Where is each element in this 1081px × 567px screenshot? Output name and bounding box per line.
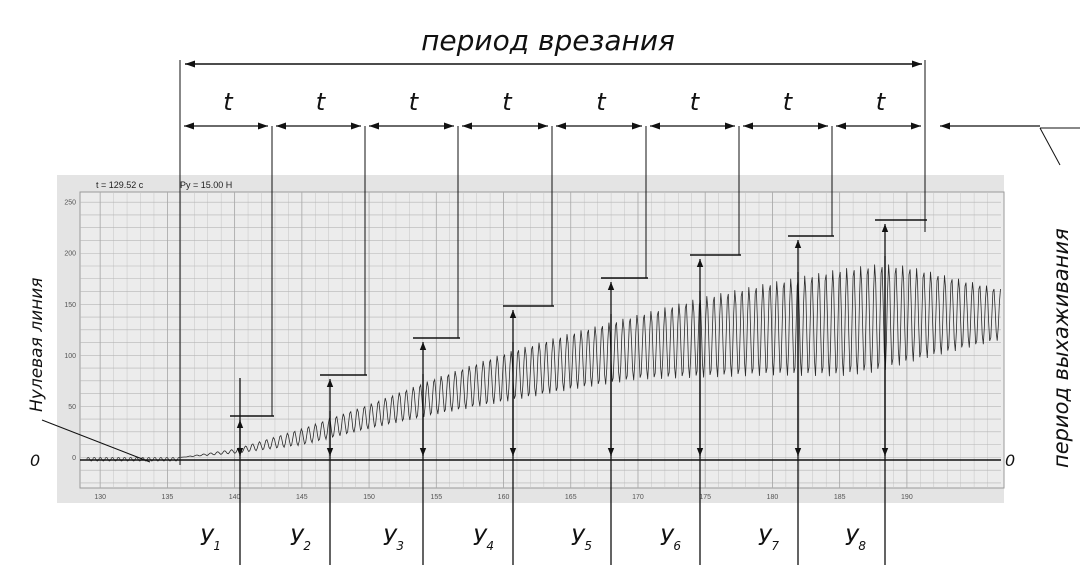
x-tick-label: 165 — [565, 494, 577, 501]
zero-label-right: 0 — [1005, 451, 1015, 470]
deflection-markers: У1 У2 У3 У4 У5 У6 У7 У8 — [200, 126, 927, 565]
x-tick-label: 150 — [363, 494, 375, 501]
zero-line-label: Нулевая линия — [27, 277, 47, 412]
x-tick-label: 160 — [498, 494, 510, 501]
deflection-label: У2 — [290, 526, 311, 553]
deflection-label: У4 — [473, 526, 494, 553]
y-tick-label: 250 — [64, 200, 76, 207]
axis-tick-labels: 130 135 140 145 150 155 160 165 170 175 180 185 190 0… — [64, 192, 913, 501]
y-tick-label: 100 — [64, 353, 76, 360]
y-tick-label: 50 — [68, 404, 76, 411]
x-tick-label: 130 — [94, 494, 106, 501]
period-symbol: t — [876, 88, 887, 116]
period-symbol: t — [783, 88, 794, 116]
period-symbol: t — [502, 88, 513, 116]
deflection-label: У1 — [200, 526, 221, 553]
x-tick-label: 190 — [901, 494, 913, 501]
x-tick-label: 155 — [430, 494, 442, 501]
force-readout: Py = 15.00 Н — [180, 180, 232, 190]
deflection-label: У7 — [758, 526, 779, 553]
deflection-label: У3 — [383, 526, 404, 553]
deflection-label: У8 — [845, 526, 866, 553]
x-tick-label: 185 — [834, 494, 846, 501]
y-tick-label: 200 — [64, 251, 76, 258]
dwell-period-label: период выхаживания — [1049, 228, 1073, 468]
x-tick-label: 140 — [229, 494, 241, 501]
y-tick-label: 0 — [72, 455, 76, 462]
period-symbol: t — [596, 88, 607, 116]
x-tick-label: 170 — [632, 494, 644, 501]
cutting-period-title: период врезания — [421, 24, 675, 57]
force-signal-trace — [180, 264, 1001, 458]
dwell-leader-slant — [1039, 127, 1061, 166]
zero-label-left: 0 — [30, 451, 40, 470]
deflection-label: У5 — [571, 526, 592, 553]
x-tick-label: 145 — [296, 494, 308, 501]
deflection-label: У6 — [660, 526, 681, 553]
period-symbol: t — [690, 88, 701, 116]
x-tick-label: 180 — [767, 494, 779, 501]
x-tick-label: 175 — [699, 494, 711, 501]
period-symbol: t — [409, 88, 420, 116]
period-symbol: t — [223, 88, 234, 116]
plot-area — [79, 191, 1005, 489]
period-symbol: t — [316, 88, 327, 116]
y-tick-label: 150 — [64, 302, 76, 309]
x-tick-label: 135 — [162, 494, 174, 501]
time-readout: t = 129.52 с — [96, 180, 144, 190]
zero-line-leader — [41, 419, 151, 463]
